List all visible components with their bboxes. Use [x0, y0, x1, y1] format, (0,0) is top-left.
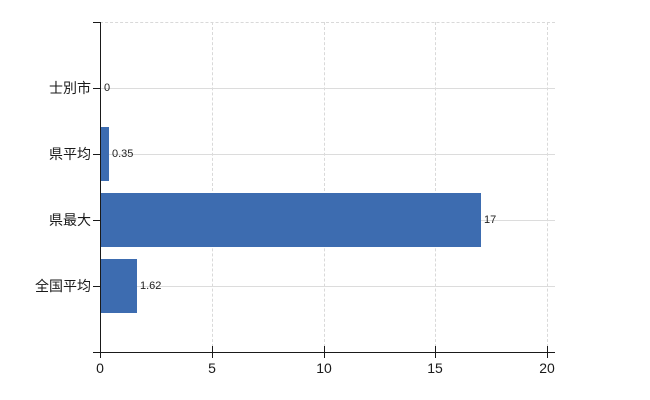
bar-value-label: 0	[104, 82, 111, 94]
gridline-vertical	[435, 22, 436, 352]
plot-top-border	[100, 22, 555, 23]
y-axis-tick	[93, 220, 100, 221]
category-label: 県最大	[49, 212, 91, 228]
x-axis-tick	[547, 346, 548, 358]
x-axis-tick	[435, 346, 436, 358]
bar	[101, 127, 109, 181]
x-tick-label: 15	[427, 360, 443, 376]
category-label: 県平均	[49, 146, 91, 162]
x-axis-tick	[100, 346, 101, 358]
bar-value-label: 1.62	[140, 280, 162, 292]
bar-value-label: 17	[484, 214, 497, 226]
gridline-vertical	[547, 22, 548, 352]
y-axis-tick	[93, 154, 100, 155]
gridline-vertical	[324, 22, 325, 352]
plot-area: 0 0.35 17 1.62 士別市県平均県最大全国平均 0 5 10 15 20	[35, 22, 555, 376]
bar-value-label: 0.35	[112, 148, 134, 160]
category-label: 士別市	[49, 80, 91, 96]
x-axis-line	[95, 352, 555, 353]
gridline-horizontal	[100, 88, 555, 89]
y-axis-tick	[93, 352, 100, 353]
x-tick-label: 5	[208, 360, 216, 376]
bar	[101, 259, 137, 313]
x-axis-tick	[324, 346, 325, 358]
y-axis-tick	[93, 286, 100, 287]
x-tick-label: 20	[539, 360, 555, 376]
y-axis-tick	[93, 88, 100, 89]
y-axis-tick	[93, 22, 100, 23]
y-axis-line	[100, 22, 101, 353]
gridline-horizontal	[100, 154, 555, 155]
gridline-vertical	[212, 22, 213, 352]
x-axis-tick	[212, 346, 213, 358]
gridline-horizontal	[100, 286, 555, 287]
bar	[101, 193, 481, 247]
category-label: 全国平均	[35, 278, 91, 294]
x-tick-label: 0	[96, 360, 104, 376]
x-tick-label: 10	[316, 360, 332, 376]
